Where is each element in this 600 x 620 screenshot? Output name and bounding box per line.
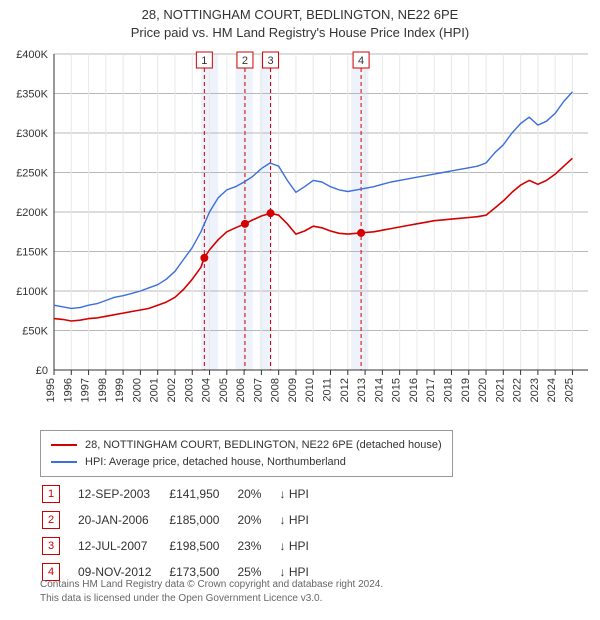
svg-text:£300K: £300K (16, 128, 48, 140)
svg-text:1997: 1997 (80, 378, 92, 402)
sale-pct: 20% (237, 482, 277, 506)
svg-text:2018: 2018 (442, 378, 454, 402)
sale-date: 12-JUL-2007 (78, 534, 167, 558)
chart-svg: £0 £50K £100K £150K £200K £250K £300K £350K £400… (0, 44, 600, 420)
svg-text:£400K: £400K (16, 49, 48, 61)
svg-text:2006: 2006 (235, 378, 247, 402)
svg-text:£100K: £100K (16, 286, 48, 298)
svg-text:2008: 2008 (270, 378, 282, 402)
svg-text:2012: 2012 (339, 378, 351, 402)
sale-pct: 20% (237, 508, 277, 532)
footnote: Contains HM Land Registry data © Crown c… (40, 578, 383, 605)
legend-swatch (51, 461, 77, 463)
svg-text:2000: 2000 (131, 378, 143, 402)
svg-text:2023: 2023 (529, 378, 541, 402)
table-row: 1 12-SEP-2003£141,95020%↓ HPI (42, 482, 325, 506)
svg-text:2021: 2021 (494, 378, 506, 402)
svg-text:2024: 2024 (546, 378, 558, 402)
legend-label: 28, NOTTINGHAM COURT, BEDLINGTON, NE22 6… (85, 437, 442, 454)
footnote-line-1: Contains HM Land Registry data © Crown c… (40, 578, 383, 592)
title-line-1: 28, NOTTINGHAM COURT, BEDLINGTON, NE22 6… (0, 6, 600, 24)
svg-text:2: 2 (242, 55, 248, 67)
svg-text:1: 1 (201, 55, 207, 67)
chart-title: 28, NOTTINGHAM COURT, BEDLINGTON, NE22 6… (0, 0, 600, 41)
svg-text:£50K: £50K (22, 326, 48, 338)
sale-price: £185,000 (169, 508, 235, 532)
svg-text:2017: 2017 (425, 378, 437, 402)
sale-num: 1 (42, 482, 76, 506)
svg-text:2011: 2011 (322, 378, 334, 402)
svg-text:2014: 2014 (373, 378, 385, 402)
svg-text:£350K: £350K (16, 89, 48, 101)
svg-text:£150K: £150K (16, 247, 48, 259)
chart-plot: £0 £50K £100K £150K £200K £250K £300K £350K £400… (0, 44, 600, 420)
sale-number-box: 2 (42, 511, 60, 529)
sale-number-box: 1 (42, 485, 60, 503)
table-row: 2 20-JAN-2006£185,00020%↓ HPI (42, 508, 325, 532)
sale-price: £141,950 (169, 482, 235, 506)
svg-text:2010: 2010 (304, 378, 316, 402)
legend-item: 28, NOTTINGHAM COURT, BEDLINGTON, NE22 6… (51, 437, 442, 454)
svg-text:1999: 1999 (114, 378, 126, 402)
legend: 28, NOTTINGHAM COURT, BEDLINGTON, NE22 6… (40, 430, 453, 477)
sales-table: 112-SEP-2003£141,95020%↓ HPI220-JAN-2006… (40, 480, 327, 586)
svg-text:2007: 2007 (252, 378, 264, 402)
sale-num: 2 (42, 508, 76, 532)
svg-text:1996: 1996 (62, 378, 74, 402)
legend-item: HPI: Average price, detached house, Nort… (51, 454, 442, 471)
svg-text:2015: 2015 (391, 378, 403, 402)
chart-container: 28, NOTTINGHAM COURT, BEDLINGTON, NE22 6… (0, 0, 600, 620)
svg-text:£200K: £200K (16, 207, 48, 219)
svg-text:2019: 2019 (460, 378, 472, 402)
table-row: 3 12-JUL-2007£198,50023%↓ HPI (42, 534, 325, 558)
sale-relation: ↓ HPI (279, 534, 324, 558)
sale-pct: 23% (237, 534, 277, 558)
sale-num: 3 (42, 534, 76, 558)
sale-number-box: 3 (42, 537, 60, 555)
svg-text:2004: 2004 (201, 378, 213, 402)
sale-date: 20-JAN-2006 (78, 508, 167, 532)
svg-text:2016: 2016 (408, 378, 420, 402)
svg-text:2009: 2009 (287, 378, 299, 402)
svg-text:2005: 2005 (218, 378, 230, 402)
svg-text:1998: 1998 (97, 378, 109, 402)
svg-text:2002: 2002 (166, 378, 178, 402)
svg-text:4: 4 (358, 55, 364, 67)
svg-text:2003: 2003 (183, 378, 195, 402)
sale-relation: ↓ HPI (279, 508, 324, 532)
legend-label: HPI: Average price, detached house, Nort… (85, 454, 346, 471)
svg-text:£0: £0 (36, 365, 48, 377)
svg-text:1995: 1995 (45, 378, 57, 402)
svg-text:2013: 2013 (356, 378, 368, 402)
svg-text:2022: 2022 (512, 378, 524, 402)
legend-swatch (51, 444, 77, 446)
svg-text:2020: 2020 (477, 378, 489, 402)
svg-text:2001: 2001 (149, 378, 161, 402)
svg-text:3: 3 (267, 55, 273, 67)
svg-text:£250K: £250K (16, 168, 48, 180)
sale-price: £198,500 (169, 534, 235, 558)
svg-text:2025: 2025 (563, 378, 575, 402)
title-line-2: Price paid vs. HM Land Registry's House … (0, 24, 600, 42)
sale-relation: ↓ HPI (279, 482, 324, 506)
sale-date: 12-SEP-2003 (78, 482, 167, 506)
footnote-line-2: This data is licensed under the Open Gov… (40, 592, 383, 606)
